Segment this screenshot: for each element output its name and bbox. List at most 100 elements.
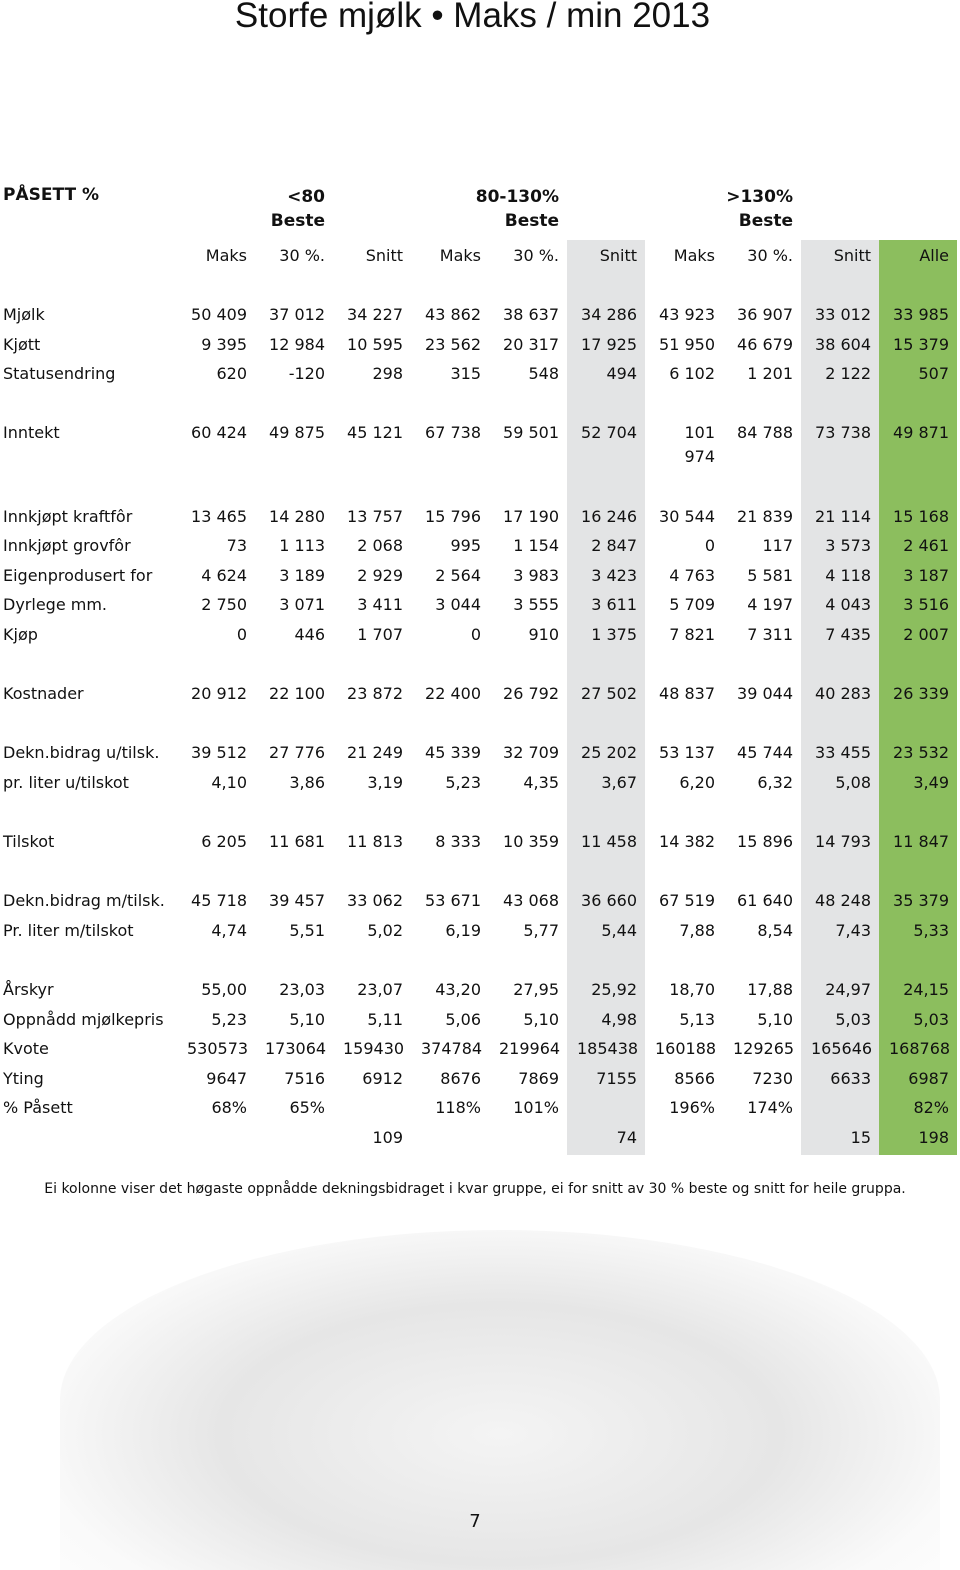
cell: 9 395 [201,334,247,354]
cell: 10 595 [347,334,403,354]
cell [567,1094,645,1124]
cell: 26 792 [503,684,559,704]
cell: 374784 [421,1039,483,1059]
table-row: Kostnader 20 912 22 100 23 872 22 400 26 792 2… [0,679,957,709]
cell: 45 121 [347,423,403,443]
cell [177,1123,255,1153]
cell: 11 847 [893,832,949,852]
column-shade [801,240,879,1155]
cell: 6912 [362,1068,403,1088]
cell: 43 923 [659,304,715,324]
cell: 27 776 [269,743,325,763]
cell: 26 339 [893,684,949,704]
header-row: Maks 30 %. Snitt Maks 30 %. Snitt Maks 30 %. Sni… [0,241,957,271]
row-label: Dekn.bidrag u/tilsk. [3,743,160,763]
table-row: Årskyr 55,00 23,03 23,07 43,20 27,95 25,92 18,7… [0,975,957,1005]
cell: 1 707 [357,624,403,644]
cell: 3,49 [913,772,949,792]
cell: 8 333 [435,832,481,852]
cell: 4,74 [211,920,247,940]
cell: 82% [913,1098,949,1118]
cell: 4 197 [747,595,793,615]
cell: 298 [372,364,403,384]
cell: 3,19 [367,772,403,792]
cell: 7155 [596,1068,637,1088]
row-label: Årskyr [3,980,54,1000]
cell: 11 813 [347,832,403,852]
cell: 7 435 [825,624,871,644]
table-row: Innkjøpt kraftfôr 13 465 14 280 13 757 15 79… [0,502,957,532]
cell: 910 [528,624,559,644]
table-row: % Påsett 68% 65% 118% 101% 196% 174% 82% [0,1094,957,1124]
cell: 37 012 [269,304,325,324]
table: Maks 30 %. Snitt Maks 30 %. Snitt Maks 30 %. Sni… [0,241,957,1153]
cell: 10 359 [503,832,559,852]
cell: 13 757 [347,506,403,526]
cell: 3 071 [279,595,325,615]
cell: 1 375 [591,624,637,644]
column-shade [567,240,645,1155]
cell: 6,20 [679,772,715,792]
cell: 36 907 [737,304,793,324]
cell: 7 311 [747,624,793,644]
row-label: Yting [3,1068,44,1088]
cell: 165646 [811,1039,873,1059]
page-number: 7 [469,1511,481,1532]
cell: 2 564 [435,565,481,585]
table-row: Tilskot 6 205 11 681 11 813 8 333 10 359 11 45… [0,827,957,857]
cell: 7230 [752,1068,793,1088]
row-label: Statusendring [3,364,116,384]
cell: 3 611 [591,595,637,615]
cell: 22 400 [425,684,481,704]
cell [723,1123,801,1153]
cell: 6987 [908,1068,949,1088]
cell: 68% [211,1098,247,1118]
cell: 198 [918,1128,949,1148]
cell: 24,97 [825,980,871,1000]
cell: 174% [747,1098,793,1118]
cell: 21 839 [737,506,793,526]
cell: 5 581 [747,565,793,585]
cell: 5,13 [679,1009,715,1029]
cell: 39 457 [269,891,325,911]
footnote: Ei kolonne viser det høgaste oppnådde de… [44,1181,906,1197]
cell: 446 [294,624,325,644]
cell: 5,10 [523,1009,559,1029]
cell: 34 286 [581,304,637,324]
cell: 3 187 [903,565,949,585]
row-label: Dekn.bidrag m/tilsk. [3,891,165,911]
row-label: pr. liter u/tilskot [3,772,129,792]
cell: 49 871 [893,423,949,443]
group-sub: Beste [738,211,793,231]
cell: 60 424 [191,423,247,443]
cell: 33 062 [347,891,403,911]
cell: 5,77 [523,920,559,940]
row-label: Eigenprodusert for [3,565,153,585]
cell: 5,11 [367,1009,403,1029]
cell: 20 912 [191,684,247,704]
group-label: <80 [287,187,325,207]
cell: 507 [918,364,949,384]
row-label [0,1123,177,1153]
cell: 25 202 [581,743,637,763]
cell: 39 512 [191,743,247,763]
cell: 45 744 [737,743,793,763]
cell: 16 246 [581,506,637,526]
row-label: Inntekt [3,423,60,443]
cell: 3 573 [825,536,871,556]
table-row: Yting 9647 7516 6912 8676 7869 7155 8566 7230 663… [0,1064,957,1094]
cell: 2 007 [903,624,949,644]
cell: 12 984 [269,334,325,354]
cell: 33 985 [893,304,949,324]
cell: 4,10 [211,772,247,792]
cell: 17,88 [747,980,793,1000]
cell: 5,23 [211,1009,247,1029]
cell: 5,03 [913,1009,949,1029]
cell: 34 227 [347,304,403,324]
table-row: 109 74 15 198 [0,1123,957,1153]
cell: 5,06 [445,1009,481,1029]
cell: 4,35 [523,772,559,792]
cell: 8,54 [757,920,793,940]
cell: 15 796 [425,506,481,526]
cell: 1 113 [279,536,325,556]
